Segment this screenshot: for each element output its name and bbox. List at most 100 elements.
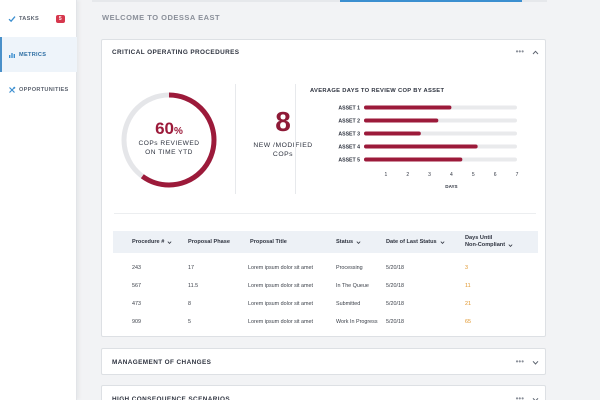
sidebar: TASKS 5 METRICS OPPORTUNITIES	[0, 0, 77, 400]
cell-procedure: 243	[132, 265, 141, 271]
chevron-down-icon[interactable]	[531, 395, 539, 400]
more-options-icon[interactable]: •••	[515, 357, 524, 366]
category-label: ASSET 1	[338, 106, 360, 112]
panel-title: HIGH CONSEQUENCE SCENARIOS	[112, 395, 230, 400]
chevron-down-icon	[440, 240, 445, 245]
col-procedure-number[interactable]: Procedure #	[132, 231, 172, 253]
cell-title: Lorem ipsum dolor sit amet	[248, 319, 314, 325]
category-label: ASSET 4	[338, 145, 360, 151]
category-label: ASSET 3	[338, 132, 360, 138]
bar-chart-icon	[8, 51, 16, 59]
panel-actions: •••	[516, 395, 539, 400]
column-label: Non-Compliant	[465, 242, 506, 248]
cell-phase: 17	[188, 265, 194, 271]
cell-days-until: 11	[465, 283, 471, 289]
more-options-icon[interactable]: •••	[515, 47, 524, 56]
new-modified-count: 8	[275, 106, 291, 137]
col-days-until-non-compliant[interactable]: Days Until Non-Compliant	[465, 231, 513, 253]
column-label: Status	[336, 239, 354, 245]
tools-icon	[8, 86, 16, 94]
reviewed-label-line-1: COPs REVIEWED	[138, 140, 200, 147]
new-modified-cops-kpi: 8 NEW /MODIFIED COPs	[239, 107, 327, 159]
col-proposal-phase: Proposal Phase	[188, 231, 230, 253]
column-label: Proposal Title	[250, 239, 287, 245]
cell-date: 5/20/18	[386, 301, 404, 307]
sidebar-item-label: OPPORTUNITIES	[19, 86, 69, 93]
checkmark-icon	[8, 15, 16, 23]
panel-title: CRITICAL OPERATING PROCEDURES	[112, 48, 240, 56]
panel-actions: •••	[516, 48, 539, 56]
column-label: Days Until	[465, 235, 493, 241]
sidebar-item-label: TASKS	[19, 15, 40, 22]
cell-days-until: 21	[465, 301, 471, 307]
panel-actions: •••	[516, 358, 539, 366]
cell-days-until: 65	[465, 319, 471, 325]
bar[interactable]	[364, 118, 439, 123]
x-tick-label: 4	[450, 172, 453, 178]
bar[interactable]	[364, 105, 452, 110]
col-proposal-title: Proposal Title	[250, 231, 287, 253]
sidebar-item-tasks[interactable]: TASKS 5	[0, 1, 77, 36]
col-status[interactable]: Status	[336, 231, 361, 253]
table-row[interactable]: 909 5 Lorem ipsum dolor sit amet Work In…	[113, 313, 538, 331]
tasks-count-badge: 5	[55, 14, 65, 23]
cell-date: 5/20/18	[386, 319, 404, 325]
x-tick-label: 7	[516, 172, 519, 178]
page-title: WELCOME TO ODESSA EAST	[102, 13, 221, 22]
x-tick-label: 2	[406, 172, 409, 178]
cell-procedure: 567	[132, 283, 141, 289]
chart-title: AVERAGE DAYS TO REVIEW COP BY ASSET	[310, 88, 445, 94]
cell-title: Lorem ipsum dolor sit amet	[248, 283, 314, 289]
cell-status: Submitted	[336, 301, 361, 307]
cell-phase: 8	[188, 301, 191, 307]
cell-procedure: 909	[132, 319, 141, 325]
table-row[interactable]: 567 11.5 Lorem ipsum dolor sit amet In T…	[113, 277, 538, 295]
cell-procedure: 473	[132, 301, 141, 307]
cell-date: 5/20/18	[386, 265, 404, 271]
column-label: Procedure #	[132, 239, 165, 245]
table-header: Procedure # Proposal Phase Proposal Titl…	[113, 231, 538, 253]
x-tick-label: 6	[494, 172, 497, 178]
cell-phase: 11.5	[188, 283, 199, 289]
panel-critical-operating-procedures: CRITICAL OPERATING PROCEDURES ••• 60% CO…	[101, 39, 546, 337]
cell-status: Work In Progress	[336, 319, 378, 325]
x-tick-label: 3	[428, 172, 431, 178]
chevron-down-icon	[167, 240, 172, 245]
cell-days-until: 3	[465, 265, 468, 271]
new-modified-label-line-2: COPs	[272, 151, 294, 158]
reviewed-percent-sign: %	[174, 126, 183, 137]
panel-management-of-changes[interactable]: MANAGEMENT OF CHANGES •••	[101, 348, 546, 375]
sidebar-item-opportunities[interactable]: OPPORTUNITIES	[0, 72, 77, 107]
new-modified-label-line-1: NEW /MODIFIED	[253, 142, 313, 149]
bar[interactable]	[364, 157, 463, 162]
top-progress-accent	[340, 0, 522, 2]
reviewed-label-line-2: ON TIME YTD	[145, 149, 193, 156]
average-days-bar-chart: ASSET 1 ASSET 2 ASSET 3 ASSET 4 ASSET 5 1 2 3 4 5…	[338, 105, 519, 189]
chevron-down-icon	[356, 240, 361, 245]
sidebar-item-metrics[interactable]: METRICS	[0, 37, 77, 72]
chevron-up-icon[interactable]	[531, 48, 539, 56]
table-row[interactable]: 243 17 Lorem ipsum dolor sit amet Proces…	[113, 259, 538, 277]
divider	[295, 84, 296, 194]
column-label: Date of Last Status	[386, 239, 437, 245]
reviewed-percentage: 60	[155, 119, 174, 138]
col-date-of-last-status[interactable]: Date of Last Status	[386, 231, 445, 253]
chevron-down-icon[interactable]	[531, 358, 539, 366]
cell-status: In The Queue	[336, 283, 369, 289]
panel-title: MANAGEMENT OF CHANGES	[112, 358, 212, 366]
x-tick-label: 5	[472, 172, 475, 178]
donut-ring	[121, 92, 217, 188]
table-row[interactable]: 473 8 Lorem ipsum dolor sit amet Submitt…	[113, 295, 538, 313]
cell-date: 5/20/18	[386, 283, 404, 289]
cell-phase: 5	[188, 319, 191, 325]
more-options-icon[interactable]: •••	[515, 394, 524, 400]
cell-title: Lorem ipsum dolor sit amet	[248, 265, 314, 271]
bar[interactable]	[364, 144, 478, 149]
cops-reviewed-donut: 60% COPs REVIEWED ON TIME YTD	[120, 91, 218, 189]
bar[interactable]	[364, 131, 421, 136]
cell-status: Processing	[336, 265, 363, 271]
sidebar-item-label: METRICS	[19, 51, 47, 58]
divider	[235, 84, 236, 194]
panel-high-consequence-scenarios[interactable]: HIGH CONSEQUENCE SCENARIOS •••	[101, 385, 546, 400]
x-tick-label: 1	[384, 172, 387, 178]
